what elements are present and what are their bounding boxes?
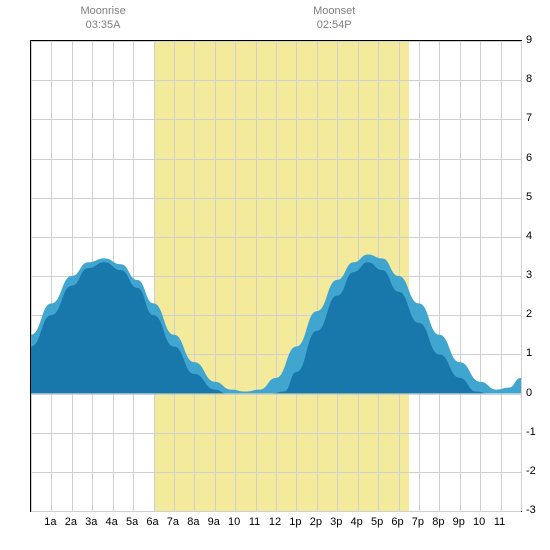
x-tick-label: 6p [391,516,403,528]
x-tick-label: 12 [269,516,281,528]
x-tick-label: 11 [249,516,260,528]
y-tick-label: 7 [526,112,532,124]
x-tick-label: 10 [473,516,485,528]
y-tick-label: -2 [526,465,536,477]
y-tick-label: 6 [526,152,532,164]
moonset-title: Moonset [313,5,355,17]
x-tick-label: 9p [453,516,465,528]
x-tick-label: 4a [106,516,118,528]
x-tick-label: 1a [44,516,56,528]
grid-line-h [31,511,521,512]
x-tick-label: 2p [310,516,322,528]
y-tick-label: 2 [526,308,532,320]
x-tick-label: 7a [167,516,179,528]
x-tick-label: 3p [330,516,342,528]
moonrise-time: 03:35A [86,19,121,31]
y-tick-label: 8 [526,73,532,85]
tide-front [31,262,521,393]
x-tick-label: 8p [432,516,444,528]
y-tick-label: 1 [526,347,532,359]
x-tick-label: 2a [65,516,77,528]
y-tick-label: 0 [526,387,532,399]
y-tick-label: 9 [526,34,532,46]
x-tick-label: 7p [412,516,424,528]
x-tick-label: 5p [371,516,383,528]
y-tick-label: 5 [526,191,532,203]
x-tick-label: 8a [187,516,199,528]
y-tick-label: 4 [526,230,532,242]
tide-chart: 1a2a3a4a5a6a7a8a9a1011121p2p3p4p5p6p7p8p… [0,0,550,550]
grid-line-v [521,41,522,511]
x-tick-label: 5a [126,516,138,528]
x-tick-label: 3a [85,516,97,528]
y-tick-label: -1 [526,426,536,438]
x-tick-label: 4p [351,516,363,528]
moonset-label: Moonset 02:54P [304,4,364,33]
tide-layers [31,41,521,511]
moonset-time: 02:54P [317,19,352,31]
x-tick-label: 1p [289,516,301,528]
x-tick-label: 6a [146,516,158,528]
x-tick-label: 11 [494,516,505,528]
y-tick-label: 3 [526,269,532,281]
moonrise-label: Moonrise 03:35A [73,4,133,33]
y-tick-label: -3 [526,504,536,516]
x-tick-label: 9a [208,516,220,528]
x-tick-label: 10 [228,516,240,528]
moonrise-title: Moonrise [80,5,125,17]
plot-area [30,40,522,512]
